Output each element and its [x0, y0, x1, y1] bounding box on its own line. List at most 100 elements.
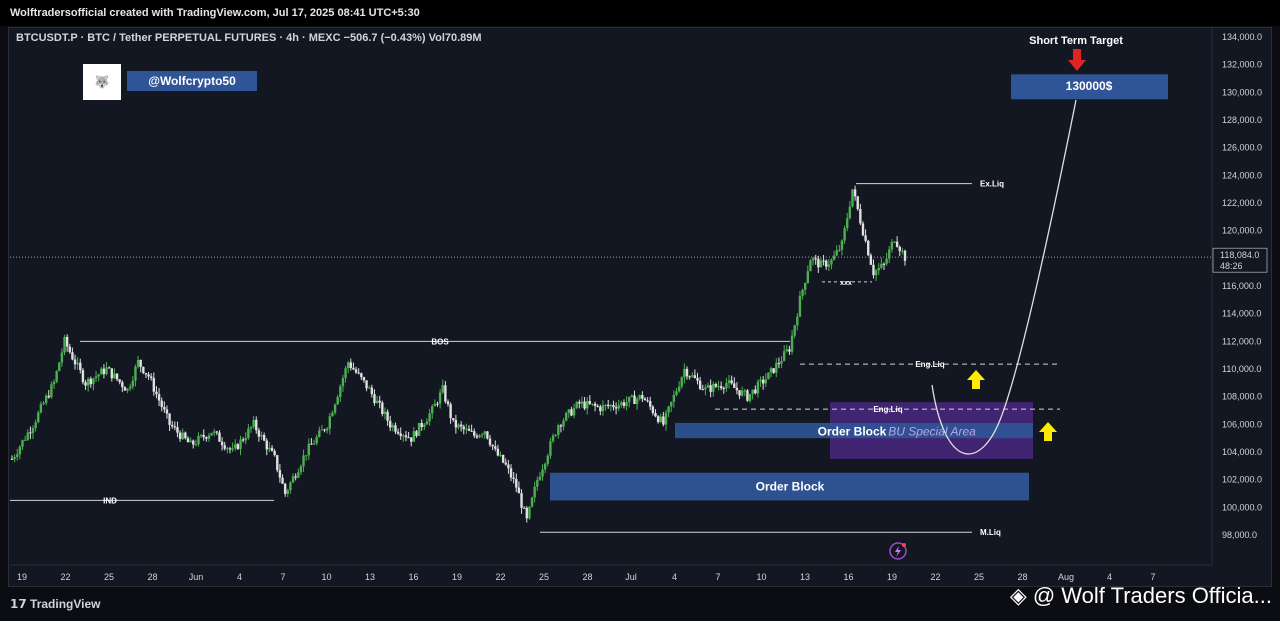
candle-body	[197, 435, 200, 445]
candle-body	[643, 398, 647, 401]
candle-body	[864, 235, 867, 241]
candle-body	[767, 372, 770, 380]
candle-body	[325, 428, 329, 431]
candle-body	[612, 405, 615, 408]
candle-body	[733, 383, 736, 388]
candle-body	[454, 419, 458, 428]
candle-body	[389, 420, 392, 428]
candle-body	[189, 440, 192, 443]
candle-body	[819, 260, 823, 268]
candle-body	[465, 428, 468, 430]
candle-body	[433, 403, 437, 407]
candle-body	[331, 412, 334, 417]
candle-body	[714, 384, 718, 387]
candle-body	[396, 431, 400, 434]
time-tick-label: 16	[843, 572, 853, 582]
price-tick-label: 128,000.0	[1222, 115, 1262, 125]
candle-body	[79, 362, 82, 371]
candle-body	[536, 479, 539, 487]
candle-body	[580, 401, 584, 404]
candle-body	[239, 439, 242, 450]
candle-body	[65, 336, 69, 347]
price-tick-label: 130,000.0	[1222, 87, 1262, 97]
candle-body	[147, 374, 150, 377]
candle-body	[672, 394, 676, 402]
candle-body	[360, 373, 363, 378]
candle-body	[265, 440, 268, 450]
candle-body	[475, 435, 479, 438]
candle-body	[662, 416, 665, 425]
candle-body	[220, 441, 224, 446]
candles-layer	[10, 185, 907, 523]
candle-body	[63, 336, 66, 353]
candle-body	[312, 443, 316, 445]
candle-body	[599, 406, 602, 412]
time-tick-label: 7	[280, 572, 285, 582]
candle-body	[901, 250, 904, 252]
candle-body	[370, 387, 374, 395]
candle-body	[173, 426, 177, 428]
candle-body	[94, 376, 98, 379]
candle-body	[830, 259, 833, 265]
candle-body	[659, 416, 662, 423]
candle-body	[92, 378, 95, 385]
candle-body	[241, 439, 245, 441]
candle-body	[341, 378, 345, 387]
candle-body	[817, 258, 820, 268]
candle-body	[491, 444, 494, 447]
price-tick-label: 116,000.0	[1222, 281, 1261, 291]
projection-curve	[931, 99, 1077, 455]
candle-body	[772, 368, 775, 373]
candle-body	[462, 426, 465, 430]
brand-handle-box	[127, 71, 257, 91]
time-tick-label: 7	[715, 572, 720, 582]
candle-body	[139, 359, 142, 367]
time-tick-label: 4	[672, 572, 677, 582]
candle-body	[780, 360, 783, 364]
candle-body	[299, 466, 303, 473]
candle-body	[383, 411, 387, 414]
candle-body	[39, 404, 43, 413]
candle-body	[186, 438, 190, 443]
candle-body	[118, 379, 121, 383]
candle-body	[496, 448, 500, 456]
time-tick-label: 25	[974, 572, 984, 582]
candle-body	[467, 428, 471, 431]
candle-body	[42, 403, 45, 405]
candle-body	[176, 427, 179, 433]
candle-body	[591, 403, 594, 405]
candle-body	[336, 396, 339, 405]
candle-body	[478, 435, 481, 438]
tradingview-logo[interactable]: 𝟭𝟳 TradingView	[10, 597, 101, 611]
candle-body	[557, 425, 560, 435]
price-tick-label: 124,000.0	[1222, 170, 1262, 180]
candle-body	[136, 359, 140, 367]
candle-body	[895, 241, 899, 247]
candle-body	[89, 378, 92, 385]
candle-body	[207, 435, 211, 439]
candle-body	[157, 394, 161, 401]
time-tick-label: 25	[539, 572, 549, 582]
candle-body	[638, 395, 641, 399]
candle-body	[693, 375, 697, 378]
candle-body	[688, 376, 691, 378]
candle-body	[843, 228, 846, 241]
candle-body	[171, 424, 174, 427]
candle-body	[333, 404, 337, 413]
price-tick-label: 114,000.0	[1222, 309, 1261, 319]
tradingview-icon: 𝟭𝟳	[10, 597, 31, 611]
bos-label: BOS	[431, 337, 449, 346]
candle-body	[113, 373, 116, 379]
candle-body	[252, 419, 255, 427]
candle-body	[528, 506, 531, 519]
candle-body	[656, 416, 660, 423]
order-block-upper-zone	[675, 422, 1033, 439]
candle-body	[283, 483, 287, 494]
candle-body	[55, 370, 58, 382]
candle-body	[512, 477, 515, 479]
xxx-label: xxx	[840, 280, 852, 287]
alert-badge-icon[interactable]	[889, 542, 907, 560]
candle-body	[60, 352, 64, 363]
candle-body	[853, 189, 857, 197]
